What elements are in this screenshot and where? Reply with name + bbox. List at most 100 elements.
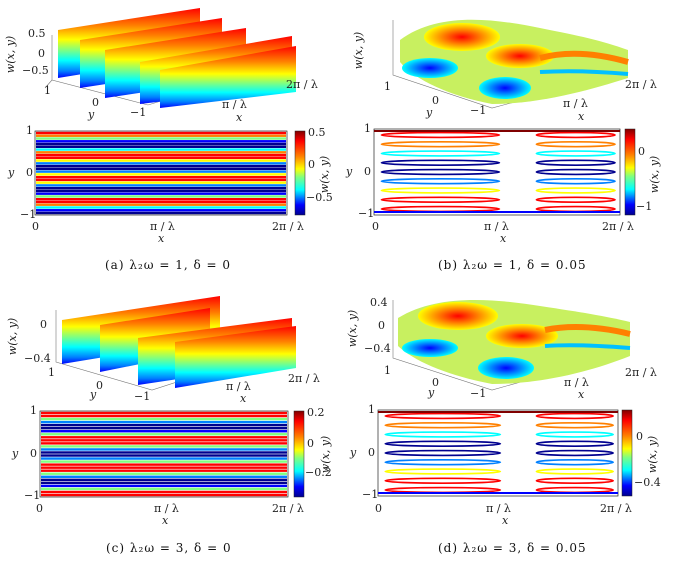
contour-line xyxy=(535,168,616,176)
contour-line xyxy=(36,189,286,193)
contour-line xyxy=(36,134,286,137)
contour-b-xtick-2: π / λ xyxy=(484,220,509,233)
contour-line xyxy=(36,209,286,212)
contour-line xyxy=(535,468,614,475)
contour-line xyxy=(535,150,616,157)
contour-c-xtick-3: 2π / λ xyxy=(272,502,304,515)
contour-line xyxy=(36,159,286,162)
colorbar-c-tick-3: −0.2 xyxy=(305,466,332,479)
surface-d-ztick-2: 0 xyxy=(378,319,385,332)
contour-line xyxy=(36,162,286,165)
contour-line xyxy=(36,181,286,184)
surface-a-ztick-2: 0 xyxy=(38,47,45,60)
surface-d-xlabel: x xyxy=(578,388,585,401)
contour-line xyxy=(380,196,501,203)
surface-a-ylabel: y xyxy=(88,108,95,121)
contour-a-ylabel: y xyxy=(8,166,15,179)
contour-b-xtick-3: 2π / λ xyxy=(602,220,634,233)
surface-d-ytick-3: −1 xyxy=(470,387,487,400)
contour-d-ytick-2: 0 xyxy=(368,446,375,459)
contour-line xyxy=(41,411,287,415)
contour-line xyxy=(384,431,502,438)
surface-c-xlabel: x xyxy=(240,392,247,405)
contour-a-ytick-2: 0 xyxy=(26,166,33,179)
contour-line xyxy=(36,131,286,135)
contour-a-ytick-3: −1 xyxy=(20,208,37,221)
surface-a-ztick-1: 0.5 xyxy=(28,27,46,40)
contour-line xyxy=(41,414,287,418)
surface-b-ytick-3: −1 xyxy=(470,104,487,117)
surface-d-xtick-1: π / λ xyxy=(564,376,589,389)
contour-line xyxy=(41,448,287,451)
contour-line xyxy=(36,200,286,204)
caption-c: (c) λ₂ω = 3, δ = 0 xyxy=(106,541,232,555)
contour-a-xtick-2: π / λ xyxy=(150,220,175,233)
contour-line xyxy=(384,422,502,429)
contour-line xyxy=(41,417,287,421)
surface-c-waves xyxy=(62,296,296,388)
contour-line xyxy=(41,420,287,424)
contour-line xyxy=(41,442,287,445)
contour-line xyxy=(36,206,286,209)
surface-d-xtick-2: 2π / λ xyxy=(625,366,657,379)
contour-line xyxy=(41,466,287,469)
contour-b-ytick-2: 0 xyxy=(364,165,371,178)
contour-line xyxy=(535,141,616,148)
contour-d-xtick-1: 0 xyxy=(375,502,382,515)
contour-line xyxy=(535,412,614,420)
contour-line xyxy=(36,178,286,182)
contour-line xyxy=(535,431,614,438)
contour-line xyxy=(41,487,287,491)
contour-a-ytick-1: 1 xyxy=(26,124,33,137)
contour-a-xlabel: x xyxy=(158,232,165,245)
contour-line xyxy=(36,184,286,187)
surface-a-ytick-2: 0 xyxy=(92,96,99,109)
contour-line xyxy=(535,440,614,447)
contour-line xyxy=(36,170,286,173)
caption-b: (b) λ₂ω = 1, δ = 0.05 xyxy=(438,258,587,272)
contour-line xyxy=(384,468,502,475)
surface-d-ztick-1: 0.4 xyxy=(370,296,388,309)
contour-d-ylabel: y xyxy=(350,446,357,459)
contour-line xyxy=(535,131,616,139)
contour-d-xlabel: x xyxy=(502,514,509,527)
contour-line xyxy=(384,449,502,457)
surface-a-ytick-3: −1 xyxy=(130,106,147,119)
contour-c-lines xyxy=(41,411,287,497)
surface-c-ytick-1: 1 xyxy=(48,366,55,379)
contour-line xyxy=(535,196,616,203)
colorbar-d-tick-1: 0 xyxy=(636,430,643,443)
colorbar-a-tick-1: 0.5 xyxy=(308,126,326,139)
contour-a-lines xyxy=(36,131,286,215)
contour-a-xtick-3: 2π / λ xyxy=(272,220,304,233)
contour-line xyxy=(41,460,287,463)
contour-b-ytick-1: 1 xyxy=(364,122,371,135)
surface-d-ylabel: y xyxy=(428,386,435,399)
contour-c-xtick-1: 0 xyxy=(36,502,43,515)
surface-b-xtick-2: 2π / λ xyxy=(625,78,657,91)
contour-d-ytick-3: −1 xyxy=(362,488,379,501)
surface-d-ytick-2: 0 xyxy=(432,376,439,389)
surface-b-xtick-1: π / λ xyxy=(563,97,588,110)
contour-b-ylabel: y xyxy=(346,165,353,178)
contour-line xyxy=(535,459,614,466)
contour-b-xtick-1: 0 xyxy=(372,220,379,233)
contour-line xyxy=(41,423,287,427)
surface-b-ytick-2: 0 xyxy=(432,94,439,107)
contour-line xyxy=(41,454,287,457)
contour-line xyxy=(380,150,501,157)
contour-line xyxy=(36,192,286,195)
contour-line xyxy=(36,153,286,157)
contour-c-ytick-3: −1 xyxy=(24,489,41,502)
contour-line xyxy=(380,168,501,176)
contour-line xyxy=(535,449,614,457)
contour-line xyxy=(41,475,287,478)
colorbar-d-label: w(x, y) xyxy=(646,435,660,474)
surface-a-xtick-2: 2π / λ xyxy=(286,78,318,91)
contour-line xyxy=(380,141,501,148)
contour-line xyxy=(36,148,286,151)
